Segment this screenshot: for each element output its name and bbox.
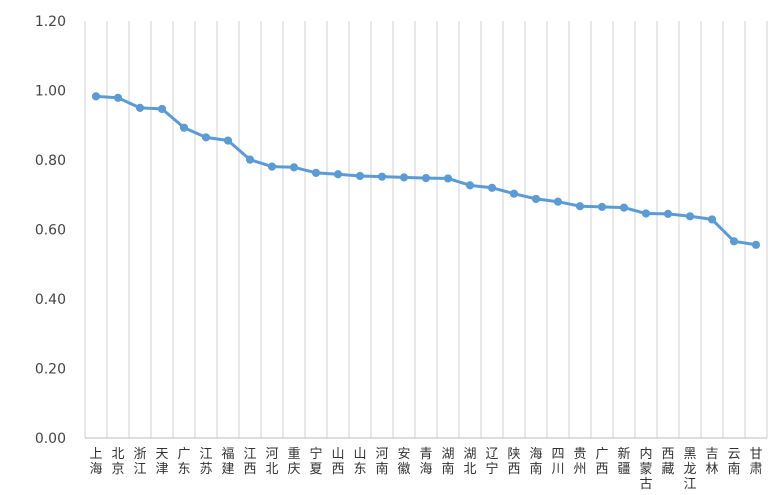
x-tick-label: 青海 (419, 447, 432, 477)
data-point (509, 189, 519, 198)
y-tick-label: 1.20 (35, 14, 66, 30)
data-point (465, 181, 475, 190)
data-point (553, 197, 563, 206)
data-point (707, 215, 717, 224)
data-point (289, 163, 299, 172)
x-tick-label: 山西 (331, 447, 344, 477)
y-tick-label: 0.80 (35, 153, 66, 169)
data-point (179, 123, 189, 132)
x-tick-label: 浙江 (133, 447, 146, 477)
data-point (355, 171, 365, 181)
data-point (619, 203, 629, 212)
data-point (575, 202, 585, 211)
data-point (597, 202, 607, 212)
x-tick-label: 江西 (243, 447, 256, 477)
x-tick-label: 云南 (727, 447, 740, 477)
x-tick-label: 海南 (529, 447, 542, 477)
x-tick-label: 宁夏 (309, 446, 322, 477)
y-axis-ticks: 0.00 0.20 0.40 0.60 0.80 1.00 1.20 (35, 14, 66, 447)
x-tick-label: 山东 (353, 447, 366, 477)
y-tick-label: 0.40 (35, 292, 66, 308)
y-tick-label: 0.60 (35, 223, 66, 239)
x-tick-label: 天津 (155, 447, 168, 477)
data-point (751, 240, 761, 249)
gridlines (84, 21, 768, 439)
x-tick-label: 湖北 (463, 447, 476, 477)
data-point (135, 103, 145, 112)
x-tick-label: 河北 (265, 447, 278, 477)
data-point (487, 183, 497, 192)
x-tick-label: 内蒙古 (639, 446, 652, 492)
x-tick-label: 北京 (111, 447, 124, 477)
data-point (91, 92, 101, 101)
x-tick-label: 西藏 (661, 447, 674, 477)
x-tick-label: 上海 (89, 447, 102, 477)
data-point (223, 136, 233, 145)
x-tick-label: 陕西 (507, 447, 520, 477)
x-tick-label: 吉林 (705, 447, 718, 477)
data-point (421, 173, 431, 183)
y-tick-label: 0.00 (35, 431, 66, 447)
x-tick-label: 安徽 (397, 447, 410, 477)
x-tick-label: 河南 (375, 447, 388, 477)
x-tick-label: 甘肃 (749, 447, 762, 477)
x-tick-label: 广西 (595, 447, 608, 477)
data-point (267, 162, 277, 171)
y-tick-label: 0.20 (35, 362, 66, 378)
x-tick-label: 湖南 (441, 447, 454, 477)
x-tick-label: 贵州 (573, 447, 586, 477)
data-point (685, 212, 695, 221)
data-point (311, 168, 321, 177)
data-point (443, 174, 453, 183)
x-tick-label: 新疆 (617, 446, 630, 477)
data-point (377, 172, 387, 181)
x-tick-label: 广东 (177, 447, 190, 477)
data-point (201, 133, 211, 142)
x-tick-label: 福建 (221, 447, 234, 477)
x-tick-label: 辽宁 (485, 447, 498, 477)
data-point (157, 104, 167, 114)
data-point (113, 93, 123, 102)
data-point (531, 194, 541, 204)
x-tick-label: 四川 (551, 447, 564, 477)
series-group (91, 92, 761, 249)
data-point (641, 209, 651, 218)
data-point (663, 209, 673, 218)
x-axis-ticks: 上海北京浙江天津广东江苏福建江西河北重庆宁夏山西山东河南安徽青海湖南湖北辽宁陕西… (89, 446, 762, 492)
y-tick-label: 1.00 (35, 84, 66, 100)
data-point (399, 173, 409, 182)
x-tick-label: 江苏 (199, 447, 212, 477)
data-point (729, 237, 739, 246)
data-point (245, 155, 255, 164)
x-tick-label: 重庆 (287, 446, 300, 477)
x-tick-label: 黑龙江 (683, 447, 696, 492)
data-point (333, 170, 343, 179)
